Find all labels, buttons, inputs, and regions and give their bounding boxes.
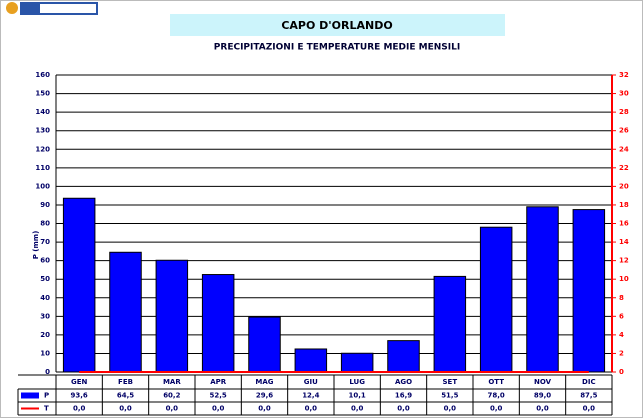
x-tick-label: GEN — [71, 378, 88, 386]
bar — [479, 226, 513, 373]
x-tick-label: GIU — [304, 378, 318, 386]
bar — [294, 348, 328, 373]
bar — [62, 197, 96, 373]
y2-tick-label: 30 — [619, 90, 629, 98]
bar — [155, 259, 189, 373]
y2-tick-label: 28 — [619, 108, 629, 116]
chart-title: CAPO D'ORLANDO — [281, 19, 392, 32]
y-tick-label: 150 — [35, 90, 50, 98]
table-value: 0,0 — [397, 405, 410, 413]
table-value: 0,0 — [536, 405, 549, 413]
y-tick-label: 130 — [35, 127, 50, 135]
y-tick-label: 50 — [40, 275, 50, 283]
table-value: 0,0 — [583, 405, 596, 413]
legend-label: T — [44, 405, 49, 413]
y-axis-label: P (mm) — [32, 231, 40, 260]
logo-box — [40, 4, 96, 13]
x-tick-label: APR — [210, 378, 227, 386]
logo-emblem — [6, 2, 18, 14]
x-tick-label: NOV — [534, 378, 552, 386]
y-tick-label: 30 — [40, 312, 50, 320]
x-tick-label: MAG — [255, 378, 273, 386]
table-value: 0,0 — [212, 405, 225, 413]
table-value: 89,0 — [534, 392, 551, 400]
x-tick-label: SET — [443, 378, 458, 386]
y2-tick-label: 2 — [619, 349, 624, 357]
table-value: 60,2 — [163, 392, 180, 400]
legend-label: P — [44, 392, 49, 400]
table-value: 29,6 — [256, 392, 273, 400]
table-value: 64,5 — [117, 392, 134, 400]
table-value: 0,0 — [444, 405, 457, 413]
y2-tick-label: 18 — [619, 201, 629, 209]
bar — [340, 352, 374, 373]
x-tick-label: DIC — [582, 378, 596, 386]
y-tick-label: 110 — [35, 164, 50, 172]
y2-tick-label: 32 — [619, 71, 629, 79]
x-tick-label: FEB — [118, 378, 133, 386]
table-value: 0,0 — [490, 405, 503, 413]
bar — [201, 274, 235, 373]
bar — [433, 275, 467, 373]
y2-tick-label: 4 — [619, 331, 624, 339]
table-value: 12,4 — [302, 392, 319, 400]
y2-tick-label: 6 — [619, 312, 624, 320]
table-value: 0,0 — [119, 405, 132, 413]
table-value: 51,5 — [441, 392, 458, 400]
table-value: 10,1 — [349, 392, 366, 400]
y2-tick-label: 24 — [619, 145, 629, 153]
bar — [526, 206, 559, 373]
y-tick-label: 160 — [35, 71, 50, 79]
y2-tick-label: 26 — [619, 127, 629, 135]
y2-tick-label: 20 — [619, 182, 629, 190]
title-box — [170, 14, 505, 36]
table-value: 78,0 — [488, 392, 505, 400]
y2-tick-label: 14 — [619, 238, 629, 246]
table-value: 16,9 — [395, 392, 412, 400]
table-value: 0,0 — [258, 405, 271, 413]
table-value: 93,6 — [71, 392, 88, 400]
x-tick-label: LUG — [349, 378, 365, 386]
y2-tick-label: 12 — [619, 257, 629, 265]
y-tick-label: 80 — [40, 220, 50, 228]
table-value: 0,0 — [166, 405, 179, 413]
table-value: 0,0 — [305, 405, 318, 413]
x-tick-label: AGO — [395, 378, 412, 386]
table-value: 52,5 — [210, 392, 227, 400]
bar — [248, 316, 281, 373]
chart-subtitle: PRECIPITAZIONI E TEMPERATURE MEDIE MENSI… — [214, 43, 460, 53]
x-tick-label: MAR — [163, 378, 181, 386]
table-value: 0,0 — [351, 405, 364, 413]
x-tick-label: OTT — [488, 378, 504, 386]
y-tick-label: 140 — [35, 108, 50, 116]
logo — [6, 2, 98, 15]
y-tick-label: 20 — [40, 331, 50, 339]
legend-swatch — [21, 392, 39, 399]
bar — [109, 251, 142, 373]
y-tick-label: 60 — [40, 257, 50, 265]
y-tick-label: 40 — [40, 294, 50, 302]
y2-tick-label: 8 — [619, 294, 624, 302]
y2-tick-label: 22 — [619, 164, 629, 172]
bar — [387, 340, 420, 373]
y-tick-label: 10 — [40, 349, 50, 357]
bar — [572, 209, 606, 373]
y-tick-label: 120 — [35, 145, 50, 153]
y2-tick-label: 10 — [619, 275, 629, 283]
y2-tick-label: 16 — [619, 220, 629, 228]
table-value: 87,5 — [580, 392, 597, 400]
y2-tick-label: 0 — [619, 368, 624, 376]
table-value: 0,0 — [73, 405, 86, 413]
y-tick-label: 90 — [40, 201, 50, 209]
y-tick-label: 0 — [45, 368, 50, 376]
y-tick-label: 100 — [35, 182, 50, 190]
y-tick-label: 70 — [40, 238, 50, 246]
